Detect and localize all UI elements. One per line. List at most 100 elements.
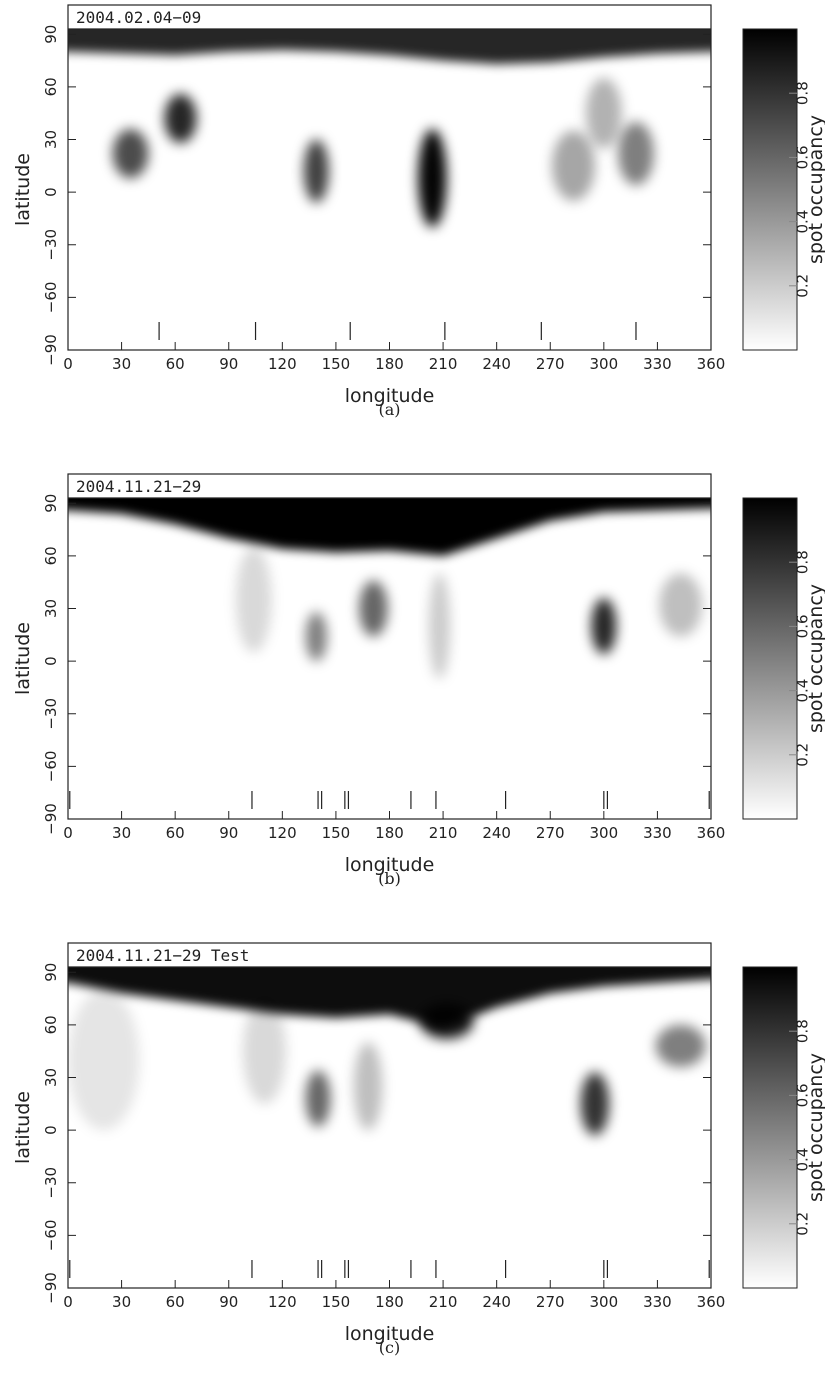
polar-cap xyxy=(68,967,711,1029)
y-tick-label: −60 xyxy=(42,751,60,783)
x-tick-label: 360 xyxy=(697,355,726,373)
y-tick-label: 0 xyxy=(42,1125,60,1135)
x-tick-label: 60 xyxy=(166,1293,185,1311)
y-tick-label: −60 xyxy=(42,1220,60,1252)
x-tick-label: 0 xyxy=(63,355,73,373)
y-axis-label: latitude xyxy=(12,622,34,695)
x-tick-label: 90 xyxy=(219,355,238,373)
x-tick-label: 90 xyxy=(219,824,238,842)
x-tick-label: 60 xyxy=(166,824,185,842)
y-tick-label: 0 xyxy=(42,656,60,666)
colorbar-label: spot occupancy xyxy=(805,584,825,733)
y-tick-label: −60 xyxy=(42,282,60,314)
panel-label: 2004.11.21−29 Test xyxy=(76,946,249,965)
y-tick-label: 30 xyxy=(42,1068,60,1087)
colorbar-label: spot occupancy xyxy=(805,1053,825,1202)
y-tick-label: 60 xyxy=(42,77,60,96)
spot xyxy=(359,580,388,637)
x-tick-label: 60 xyxy=(166,355,185,373)
colorbar xyxy=(742,966,798,1289)
spot xyxy=(243,998,286,1104)
x-tick-label: 120 xyxy=(268,1293,297,1311)
colorbar-tick-label: 0.8 xyxy=(794,1019,812,1043)
y-tick-label: −30 xyxy=(42,698,60,730)
spot xyxy=(112,128,149,179)
x-tick-label: 30 xyxy=(112,355,131,373)
x-tick-label: 270 xyxy=(536,824,565,842)
panel: 2004.11.21−29 Test 0 30 60 90 120 150 180 210 240… xyxy=(12,942,825,1357)
spot xyxy=(655,1024,706,1067)
polar-cap xyxy=(68,29,711,65)
caption: (b) xyxy=(378,869,401,888)
x-tick-label: 210 xyxy=(429,824,458,842)
colorbar xyxy=(742,497,798,820)
spot xyxy=(552,130,595,201)
x-axis-label: longitude xyxy=(345,854,435,876)
x-tick-label: 360 xyxy=(697,824,726,842)
x-tick-label: 120 xyxy=(268,824,297,842)
x-tick-label: 120 xyxy=(268,355,297,373)
panel: 2004.11.21−29 0 30 60 90 120 150 180 210 240 270 30… xyxy=(12,473,825,888)
y-tick-label: 90 xyxy=(42,963,60,982)
x-tick-label: 150 xyxy=(322,355,351,373)
x-tick-label: 30 xyxy=(112,824,131,842)
y-axis-label: latitude xyxy=(12,1091,34,1164)
y-tick-label: 60 xyxy=(42,546,60,565)
colorbar-tick-label: 0.8 xyxy=(794,81,812,105)
x-tick-label: 180 xyxy=(375,355,404,373)
spot xyxy=(305,612,327,662)
y-tick-label: 30 xyxy=(42,599,60,618)
colorbar-label: spot occupancy xyxy=(805,115,825,264)
y-tick-label: −90 xyxy=(42,803,60,835)
y-tick-label: 90 xyxy=(42,25,60,44)
spot xyxy=(428,573,451,679)
colorbar-tick-label: 0.6 xyxy=(794,614,812,638)
x-tick-label: 150 xyxy=(322,1293,351,1311)
panel: 2004.02.04−09 0 30 60 90 120 150 180 210 240 270 30… xyxy=(12,4,825,419)
polar-cap xyxy=(68,498,711,556)
spot xyxy=(419,1003,474,1039)
y-tick-label: −90 xyxy=(42,334,60,366)
spot xyxy=(235,547,272,653)
x-axis-label: longitude xyxy=(345,385,435,407)
caption: (a) xyxy=(378,400,400,419)
x-tick-label: 330 xyxy=(643,355,672,373)
y-tick-label: 0 xyxy=(42,187,60,197)
x-tick-label: 180 xyxy=(375,824,404,842)
y-tick-label: 60 xyxy=(42,1015,60,1034)
y-tick-label: 30 xyxy=(42,130,60,149)
colorbar-tick-label: 0.6 xyxy=(794,1083,812,1107)
colorbar-tick-label: 0.2 xyxy=(794,1212,812,1236)
x-tick-label: 0 xyxy=(63,824,73,842)
x-tick-label: 0 xyxy=(63,1293,73,1311)
x-tick-label: 30 xyxy=(112,1293,131,1311)
plot-area xyxy=(68,29,711,350)
colorbar-tick-label: 0.4 xyxy=(794,1148,812,1172)
x-tick-label: 240 xyxy=(482,355,511,373)
colorbar-tick-label: 0.6 xyxy=(794,145,812,169)
x-tick-label: 240 xyxy=(482,1293,511,1311)
x-tick-label: 300 xyxy=(590,824,619,842)
spot xyxy=(305,1070,331,1127)
y-tick-label: −30 xyxy=(42,1167,60,1199)
x-axis-label: longitude xyxy=(345,1323,435,1345)
colorbar-tick-label: 0.2 xyxy=(794,743,812,767)
colorbar-tick-label: 0.8 xyxy=(794,550,812,574)
colorbar-tick-label: 0.2 xyxy=(794,274,812,298)
x-tick-label: 270 xyxy=(536,355,565,373)
x-tick-label: 210 xyxy=(429,355,458,373)
colorbar xyxy=(742,28,798,351)
x-tick-label: 90 xyxy=(219,1293,238,1311)
x-tick-label: 360 xyxy=(697,1293,726,1311)
plot-background xyxy=(68,967,711,1288)
plot-background xyxy=(68,29,711,350)
plot-area xyxy=(68,498,711,819)
y-tick-label: −90 xyxy=(42,1272,60,1304)
spot xyxy=(618,121,654,186)
y-tick-label: 90 xyxy=(42,494,60,513)
y-axis-label: latitude xyxy=(12,153,34,226)
x-tick-label: 210 xyxy=(429,1293,458,1311)
y-tick-label: −30 xyxy=(42,229,60,261)
spot xyxy=(418,128,447,228)
plot-background xyxy=(68,498,711,819)
